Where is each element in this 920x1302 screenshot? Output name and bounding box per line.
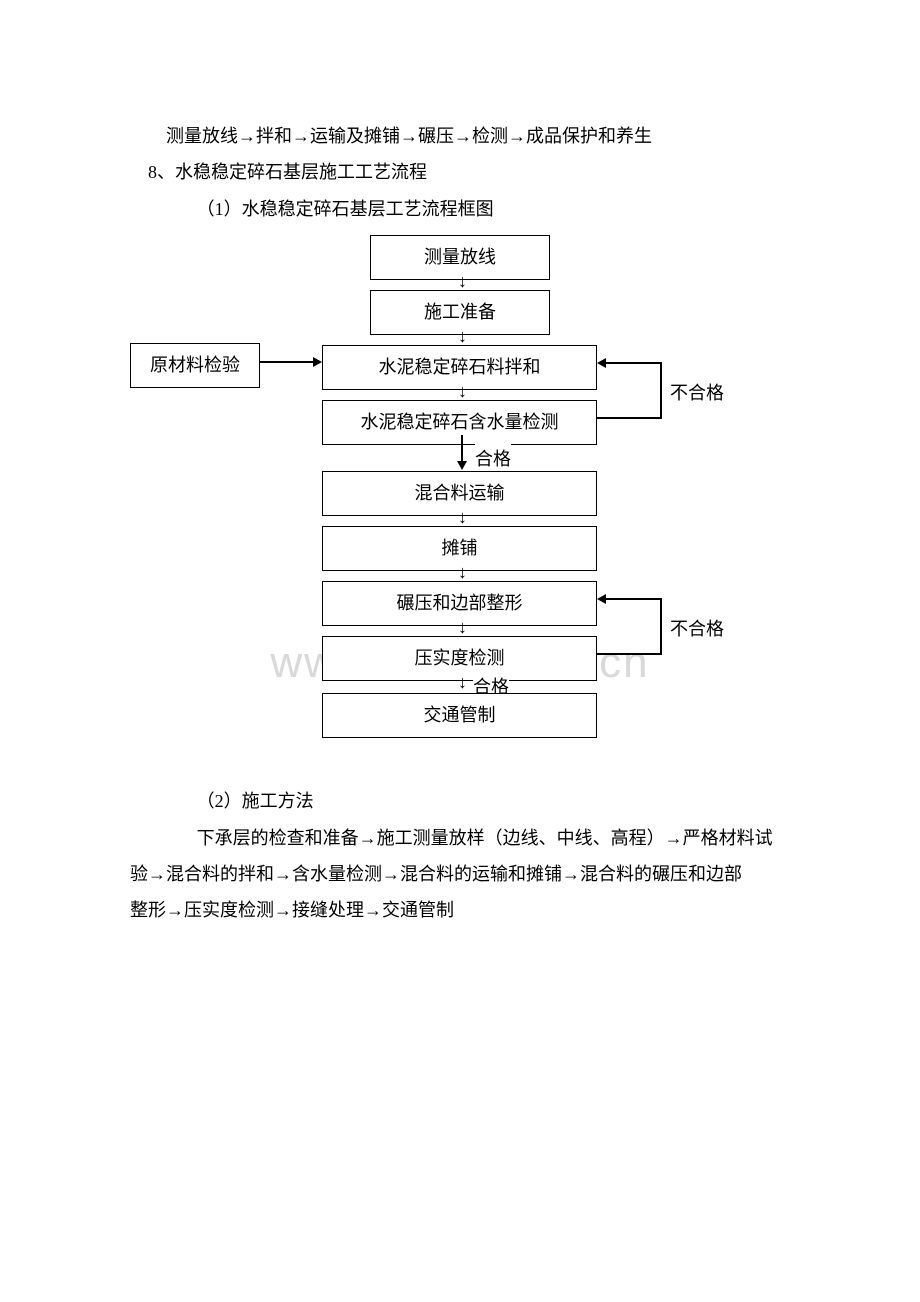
- flow-line: [461, 435, 463, 463]
- flow-line: [606, 598, 662, 600]
- arrow-icon: [597, 594, 606, 604]
- arrow-icon: ↓: [458, 382, 467, 400]
- flow-line: [660, 362, 662, 418]
- subsection-1-heading: （1）水稳稳定碎石基层工艺流程框图: [130, 193, 790, 225]
- arrow-icon: ↓: [458, 563, 467, 581]
- fail-label-1: 不合格: [670, 377, 724, 409]
- arrow-icon: ↓: [458, 272, 467, 290]
- section-8-heading: 8、水稳稳定碎石基层施工工艺流程: [130, 156, 790, 188]
- flow-line: [660, 598, 662, 654]
- flow-line: [606, 362, 662, 364]
- flow-side-box: 原材料检验: [130, 343, 260, 387]
- para-line-3: 整形→压实度检测→接缝处理→交通管制: [130, 894, 790, 926]
- arrow-icon: ↓: [458, 327, 467, 345]
- para-line-1: 下承层的检查和准备→施工测量放样（边线、中线、高程）→严格材料试: [130, 822, 790, 854]
- flow-box-9: 交通管制: [322, 693, 597, 737]
- body-paragraph: 下承层的检查和准备→施工测量放样（边线、中线、高程）→严格材料试 验→混合料的拌…: [130, 822, 790, 927]
- flowchart: www.zixin.com.cn 测量放线 ↓ 施工准备 ↓ 水泥稳定碎石料拌和…: [130, 235, 790, 765]
- subsection-2-heading: （2）施工方法: [130, 785, 790, 817]
- arrow-icon: [313, 357, 322, 367]
- flow-line: [597, 653, 662, 655]
- para-line-2: 验→混合料的拌和→含水量检测→混合料的运输和摊铺→混合料的碾压和边部: [130, 858, 790, 890]
- flow-line: [260, 361, 314, 363]
- arrow-icon: ↓: [458, 508, 467, 526]
- intro-line: 测量放线→拌和→运输及摊铺→碾压→检测→成品保护和养生: [130, 120, 790, 152]
- flow-box-4: 水泥稳定碎石含水量检测: [322, 400, 597, 444]
- fail-label-2: 不合格: [670, 613, 724, 645]
- arrow-icon: [597, 358, 606, 368]
- arrow-icon: [457, 461, 467, 470]
- arrow-icon: ↓: [458, 673, 467, 691]
- flow-line: [597, 417, 662, 419]
- arrow-icon: ↓: [458, 618, 467, 636]
